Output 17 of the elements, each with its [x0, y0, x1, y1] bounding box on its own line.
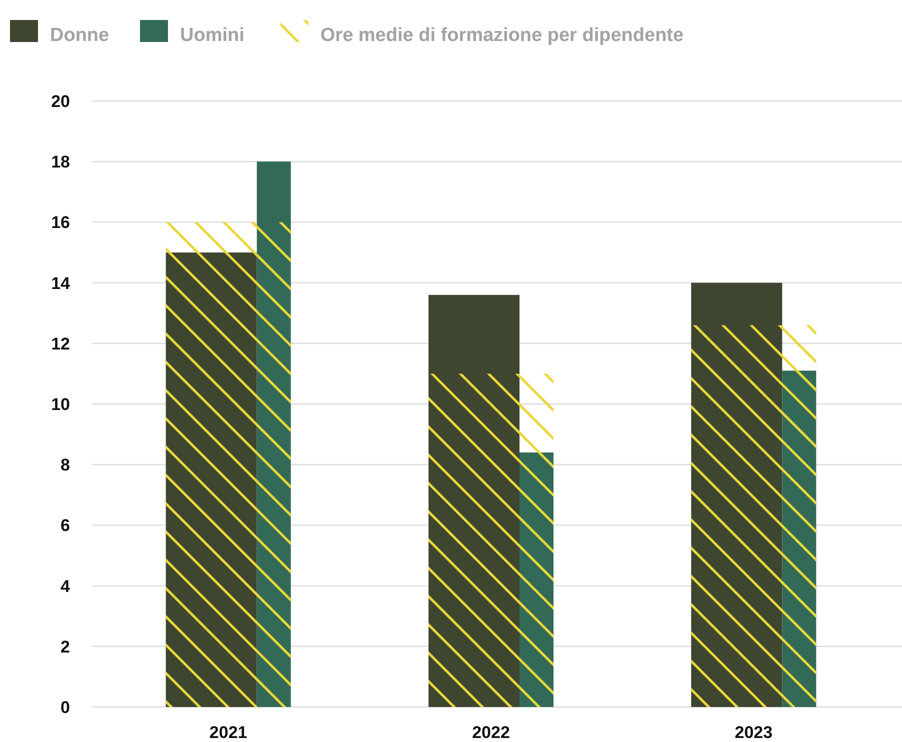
- y-tick-label: 6: [60, 516, 70, 536]
- y-tick-label: 0: [60, 698, 70, 717]
- x-tick-label: 2021: [209, 723, 248, 742]
- y-tick-label: 18: [51, 152, 70, 172]
- y-tick-label: 20: [51, 92, 70, 111]
- x-tick-label: 2022: [472, 723, 510, 742]
- y-tick-label: 2: [60, 637, 70, 656]
- legend-label: Uomini: [180, 25, 244, 46]
- y-tick-label: 16: [51, 213, 70, 232]
- y-tick-label: 4: [60, 576, 71, 596]
- y-tick-label: 14: [51, 274, 71, 293]
- x-tick-label: 2023: [734, 723, 773, 742]
- y-tick-label: 10: [51, 394, 70, 414]
- legend-label: Donne: [50, 25, 110, 46]
- y-tick-label: 12: [51, 334, 70, 354]
- legend-label: Ore medie di formazione per dipendente: [320, 25, 684, 46]
- y-tick-label: 8: [60, 456, 70, 475]
